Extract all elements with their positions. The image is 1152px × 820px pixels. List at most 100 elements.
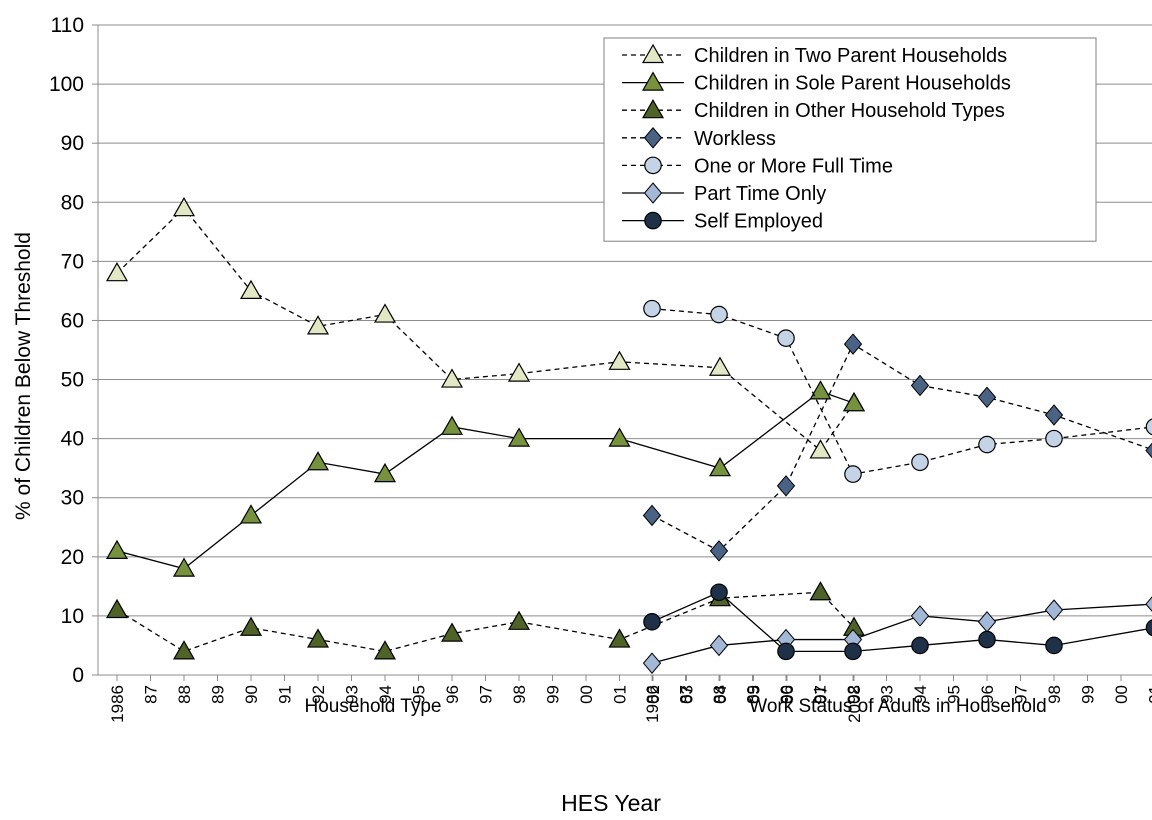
legend-label: One or More Full Time: [694, 155, 893, 177]
x-tick-label: 03: [678, 685, 697, 704]
y-tick-label: 110: [51, 14, 84, 37]
data-point: [777, 642, 795, 661]
legend-label: Children in Two Parent Households: [694, 45, 1007, 67]
data-point: [373, 462, 397, 483]
legend: Children in Two Parent Households Childre…: [603, 37, 1097, 242]
x-tick-label: 1986: [108, 685, 127, 723]
y-tick-label: 80: [61, 191, 84, 214]
data-point: [440, 368, 464, 388]
y-tick-label: 50: [61, 369, 84, 392]
data-point: [306, 451, 330, 471]
series-1-3: [643, 583, 1152, 661]
data-point: [1045, 636, 1063, 655]
x-tick-label: 94: [376, 685, 395, 704]
x-tick-label: 01: [1146, 685, 1152, 704]
x-tick-label: 94: [911, 685, 930, 704]
x-tick-label: 05: [745, 685, 764, 704]
x-tick-label: 89: [209, 685, 228, 704]
data-point: [440, 415, 464, 435]
x-tick-label: 01: [611, 685, 630, 704]
x-tick-label: 91: [811, 685, 830, 704]
data-point: [911, 453, 929, 472]
x-tick-label: 93: [878, 685, 897, 704]
data-point: [977, 386, 997, 409]
data-point: [809, 439, 832, 459]
x-tick-label: 2008: [845, 685, 864, 723]
series-line: [651, 307, 1152, 475]
data-point: [710, 305, 728, 324]
data-point: [172, 557, 196, 577]
legend-marker: [641, 43, 665, 64]
x-tick-label: 06: [778, 685, 797, 704]
legend-marker: [643, 127, 663, 149]
legend-marker: [644, 211, 662, 230]
y-tick-label: 60: [61, 309, 84, 332]
plot-area: [105, 196, 1152, 674]
y-tick-label: 70: [61, 250, 84, 273]
y-tick-label: 10: [61, 605, 84, 628]
data-point: [608, 628, 631, 648]
legend-item: Children in Other Household Types: [622, 98, 1005, 122]
series-line: [651, 603, 1152, 664]
data-point: [608, 427, 631, 447]
legend-item: Workless: [622, 127, 776, 150]
x-tick-label: 89: [744, 685, 763, 704]
data-point: [910, 374, 930, 397]
data-point: [507, 610, 531, 630]
data-point: [843, 333, 863, 355]
x-tick-label: 90: [777, 685, 796, 704]
data-point: [842, 391, 866, 412]
x-tick-label: 99: [544, 685, 563, 704]
series-1-0: [642, 333, 1152, 562]
x-tick-label: 1986: [643, 685, 662, 723]
data-point: [507, 427, 531, 447]
x-tick-label: 95: [410, 685, 429, 704]
data-point: [1145, 619, 1152, 637]
x-tick-label: 92: [309, 685, 328, 704]
data-point: [643, 613, 661, 631]
y-tick-label: 30: [61, 487, 84, 510]
x-tick-label: 91: [276, 685, 295, 704]
x-tick-label: 02: [644, 685, 663, 704]
x-tick-label: 07: [812, 685, 831, 704]
data-point: [1145, 442, 1152, 459]
x-tick-label: 87: [142, 685, 161, 704]
x-tick-label: 96: [978, 685, 997, 704]
data-point: [809, 380, 832, 400]
data-point: [105, 539, 129, 560]
data-point: [1045, 429, 1063, 448]
data-point: [710, 583, 728, 602]
series-1-1: [643, 299, 1152, 483]
x-axis: 1986 87 88 89 90 91 92 93 94 95 96 97 98 99 00 01 02 03 04…: [108, 675, 1152, 723]
series-0-2: [105, 581, 866, 660]
x-axis-label: HES Year: [561, 790, 661, 816]
data-point: [1145, 418, 1152, 436]
data-point: [1044, 404, 1064, 426]
data-point: [373, 303, 397, 323]
data-point: [239, 504, 263, 524]
x-tick-label: 00: [577, 685, 596, 704]
legend-marker: [641, 71, 665, 91]
data-point: [172, 640, 196, 660]
legend-item: One or More Full Time: [622, 155, 893, 177]
data-point: [507, 362, 531, 382]
data-point: [105, 261, 129, 282]
data-point: [708, 356, 732, 376]
x-tick-label: 88: [175, 685, 194, 704]
y-tick-label: 20: [61, 546, 84, 569]
series-line: [116, 591, 855, 653]
series-line: [116, 207, 855, 452]
series-line: [116, 390, 855, 570]
data-point: [643, 299, 661, 318]
data-point: [239, 616, 263, 636]
x-tick-label: 96: [443, 685, 462, 704]
legend-marker: [643, 182, 663, 204]
legend-item: Children in Sole Parent Households: [622, 71, 1011, 95]
legend-label: Self Employed: [694, 211, 823, 233]
data-point: [642, 652, 662, 674]
legend-marker: [644, 156, 662, 175]
data-point: [910, 605, 930, 627]
data-point: [777, 329, 795, 347]
data-point: [709, 634, 729, 657]
data-point: [239, 279, 263, 300]
